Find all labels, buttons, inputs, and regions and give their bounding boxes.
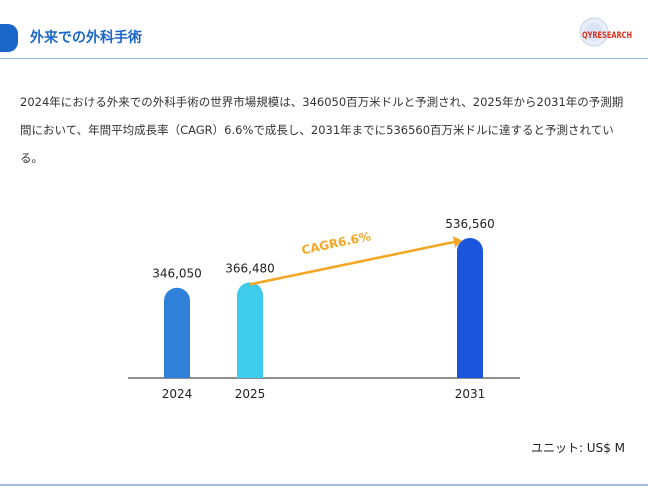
header-accent [0, 24, 18, 52]
description: 2024年における外来での外科手術の世界市場規模は、346050百万米ドルと予測… [20, 95, 624, 165]
bar [164, 287, 190, 378]
cagr-arrowhead [452, 236, 462, 248]
value-label: 366,480 [225, 261, 275, 275]
bar [237, 282, 263, 378]
divider [0, 484, 648, 486]
x-tick-label: 2031 [455, 387, 486, 401]
logo: QYRESEARCH [579, 17, 632, 47]
value-label: 536,560 [445, 217, 495, 231]
logo-globe-inner [585, 23, 603, 41]
cagr-arrow [249, 240, 455, 286]
divider [0, 58, 648, 59]
bar [457, 238, 483, 378]
page-title: 外来での外科手術 [30, 30, 142, 46]
x-tick-label: 2025 [235, 387, 266, 401]
x-tick-label: 2024 [162, 387, 193, 401]
unit-label: ユニット: US$ M [531, 441, 625, 455]
value-label: 346,050 [152, 267, 202, 281]
logo-text: QYRESEARCH [582, 31, 632, 41]
annotation: CAGR6.6% [300, 229, 372, 257]
